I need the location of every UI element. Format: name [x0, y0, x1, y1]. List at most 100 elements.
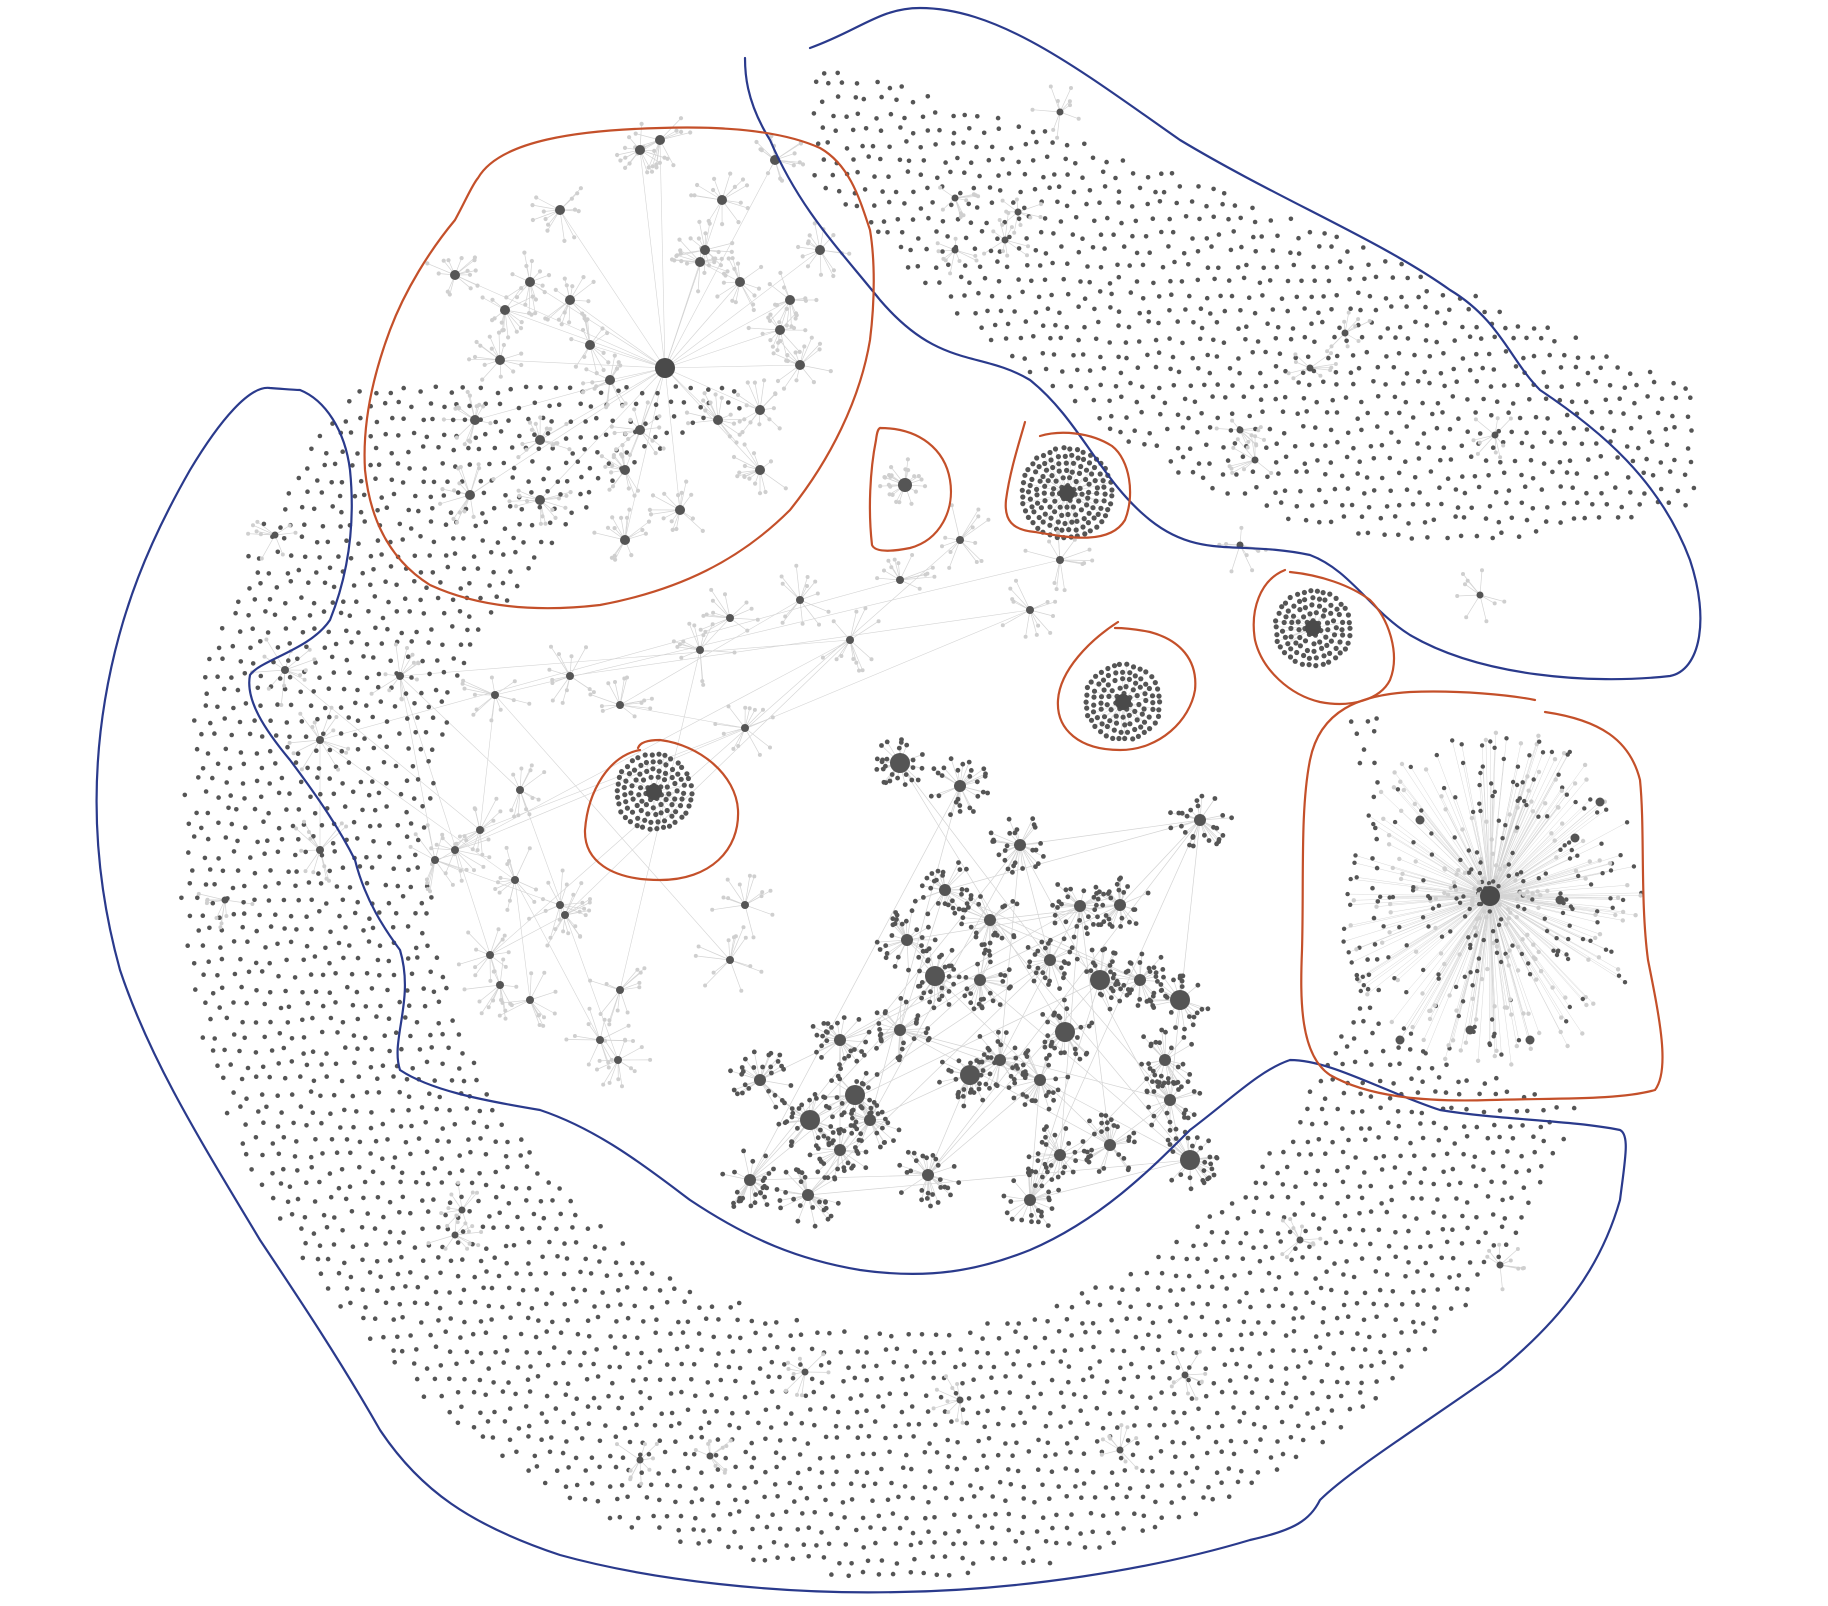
isolated-node: [537, 1225, 542, 1231]
isolated-node: [1351, 1036, 1357, 1041]
isolated-node: [1116, 200, 1121, 205]
isolated-node: [340, 449, 346, 455]
isolated-node: [1447, 307, 1452, 313]
isolated-node: [381, 760, 387, 765]
isolated-node: [491, 569, 496, 575]
isolated-node: [1404, 304, 1409, 309]
isolated-node: [490, 1107, 495, 1113]
isolated-node: [1011, 200, 1016, 205]
isolated-node: [1589, 409, 1595, 415]
isolated-node: [420, 804, 425, 809]
isolated-node: [383, 431, 389, 437]
isolated-node: [1012, 309, 1017, 314]
isolated-node: [1090, 245, 1096, 250]
isolated-node: [529, 522, 535, 528]
isolated-node: [507, 504, 513, 509]
isolated-node: [418, 597, 423, 603]
isolated-node: [1666, 500, 1672, 506]
isolated-node: [240, 1141, 246, 1146]
isolated-node: [1409, 1109, 1415, 1115]
isolated-node: [1378, 1105, 1383, 1111]
isolated-node: [1472, 1154, 1478, 1160]
edge: [507, 879, 516, 910]
isolated-node: [315, 478, 320, 483]
isolated-node: [1651, 379, 1657, 385]
isolated-node: [1199, 411, 1204, 416]
isolated-node: [1334, 410, 1340, 415]
isolated-node: [1420, 400, 1425, 406]
isolated-node: [1300, 370, 1306, 376]
isolated-node: [1557, 430, 1562, 435]
isolated-node: [1243, 1231, 1249, 1236]
isolated-node: [874, 116, 879, 121]
isolated-node: [1492, 1122, 1497, 1128]
isolated-node: [1145, 175, 1151, 180]
edge: [284, 669, 481, 831]
isolated-node: [1246, 295, 1252, 301]
isolated-node: [261, 1120, 266, 1125]
isolated-node: [1370, 1030, 1375, 1036]
isolated-node: [1215, 415, 1220, 421]
isolated-node: [844, 146, 850, 151]
edge: [1184, 1351, 1201, 1376]
isolated-node: [1304, 469, 1309, 474]
edge: [869, 785, 961, 1121]
isolated-node: [1296, 251, 1302, 256]
isolated-node: [1459, 1241, 1465, 1246]
edge: [550, 904, 561, 938]
isolated-node: [1050, 383, 1056, 389]
isolated-node: [1499, 1224, 1505, 1230]
isolated-node: [324, 1225, 330, 1230]
isolated-node: [292, 1154, 298, 1159]
isolated-node: [238, 1104, 243, 1109]
edge: [1239, 426, 1261, 431]
isolated-node: [1137, 185, 1143, 191]
isolated-node: [996, 173, 1001, 178]
isolated-node: [1263, 383, 1268, 389]
isolated-node: [1378, 515, 1384, 521]
isolated-node: [413, 1180, 419, 1185]
isolated-node: [1024, 236, 1029, 241]
edge: [1489, 884, 1628, 897]
isolated-node: [440, 642, 445, 648]
edge: [698, 946, 731, 961]
edge: [617, 1059, 623, 1087]
isolated-node: [331, 791, 337, 797]
isolated-node: [1532, 1092, 1537, 1097]
isolated-node: [347, 399, 352, 404]
isolated-node: [319, 1120, 324, 1126]
isolated-node: [546, 1180, 551, 1185]
isolated-node: [1519, 500, 1525, 506]
isolated-node: [1361, 1018, 1366, 1024]
isolated-node: [309, 1165, 315, 1170]
isolated-node: [243, 825, 248, 830]
isolated-node: [403, 691, 409, 696]
isolated-node: [1340, 1179, 1346, 1185]
isolated-node: [375, 1076, 380, 1081]
edge: [1489, 755, 1530, 897]
isolated-node: [1416, 1065, 1422, 1071]
isolated-node: [1362, 276, 1367, 282]
isolated-node: [408, 1210, 413, 1216]
isolated-node: [1465, 1225, 1470, 1231]
isolated-node: [616, 388, 621, 394]
isolated-node: [1451, 366, 1456, 372]
isolated-node: [322, 580, 328, 586]
isolated-node: [1539, 1164, 1544, 1169]
edge: [1489, 751, 1553, 897]
isolated-node: [1296, 380, 1301, 385]
isolated-node: [484, 1092, 490, 1097]
isolated-node: [1442, 320, 1448, 326]
isolated-node: [1324, 265, 1330, 270]
isolated-node: [431, 539, 437, 545]
isolated-node: [1082, 296, 1088, 302]
isolated-node: [286, 869, 291, 874]
isolated-node: [1010, 353, 1015, 359]
isolated-node: [1482, 1081, 1488, 1086]
edge: [1489, 895, 1562, 1018]
isolated-node: [1418, 274, 1423, 280]
isolated-node: [310, 1015, 315, 1021]
isolated-node: [1298, 488, 1303, 494]
edge: [679, 509, 704, 532]
isolated-node: [1204, 236, 1210, 241]
